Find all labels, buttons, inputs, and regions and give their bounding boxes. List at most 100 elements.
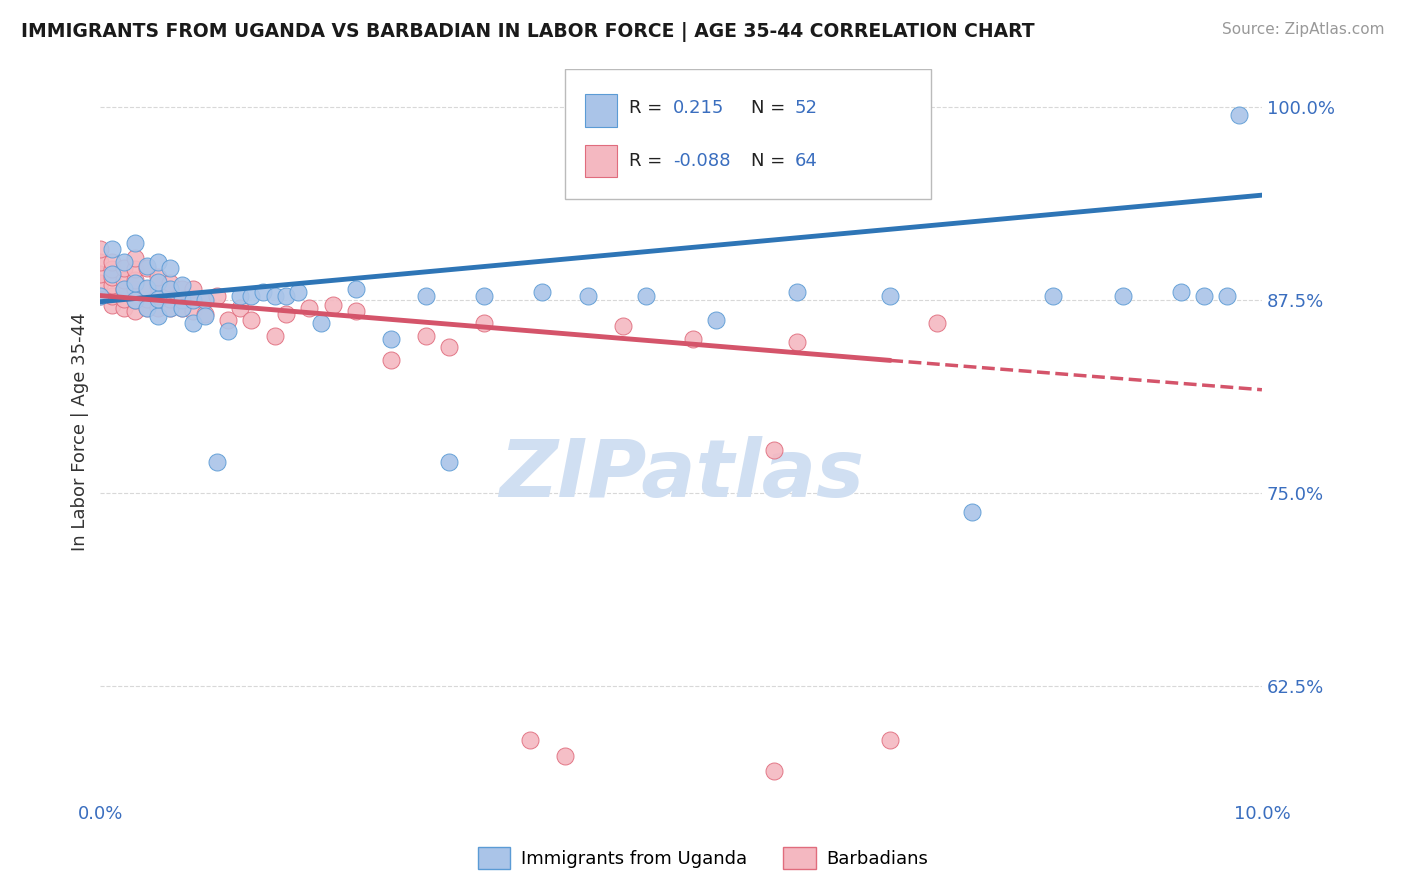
Point <box>229 301 252 315</box>
Point <box>322 298 344 312</box>
Point <box>344 304 367 318</box>
Point <box>112 282 135 296</box>
Point <box>181 292 204 306</box>
Point <box>1170 285 1192 300</box>
Point <box>159 282 181 296</box>
Point <box>1111 288 1133 302</box>
Point <box>636 288 658 302</box>
Point <box>879 288 901 302</box>
Point <box>148 301 170 315</box>
Point <box>89 288 111 302</box>
Point <box>135 292 157 306</box>
Point <box>298 301 321 315</box>
Point <box>612 319 634 334</box>
Point <box>148 275 170 289</box>
Point <box>925 316 948 330</box>
Point <box>217 324 239 338</box>
Point <box>148 309 170 323</box>
Point <box>437 339 460 353</box>
Point <box>135 282 157 296</box>
Text: ZIPatlas: ZIPatlas <box>499 436 863 514</box>
Point <box>472 316 495 330</box>
Point <box>194 293 217 308</box>
Point <box>159 301 181 315</box>
Point <box>276 307 298 321</box>
Point <box>181 316 204 330</box>
Text: Source: ZipAtlas.com: Source: ZipAtlas.com <box>1222 22 1385 37</box>
Point <box>194 309 217 323</box>
Text: N =: N = <box>751 152 790 169</box>
Point <box>252 285 274 300</box>
FancyBboxPatch shape <box>585 145 617 178</box>
Point <box>112 254 135 268</box>
Point <box>159 292 181 306</box>
Point <box>1042 288 1064 302</box>
Point <box>159 282 181 296</box>
Point <box>135 301 157 315</box>
Point <box>763 442 786 457</box>
Point <box>159 260 181 275</box>
Point <box>101 277 124 292</box>
Point <box>170 293 193 308</box>
Point <box>101 242 124 256</box>
Point <box>415 328 437 343</box>
Point <box>148 254 170 268</box>
Point <box>786 334 808 349</box>
Point <box>194 293 217 308</box>
Text: -0.088: -0.088 <box>673 152 731 169</box>
Point <box>960 505 983 519</box>
Point <box>1227 108 1250 122</box>
Point <box>101 288 124 302</box>
Point <box>519 733 541 747</box>
Point <box>112 260 135 275</box>
Point <box>101 262 124 277</box>
Text: 0.215: 0.215 <box>673 99 724 118</box>
Point <box>101 254 124 268</box>
Y-axis label: In Labor Force | Age 35-44: In Labor Force | Age 35-44 <box>72 312 89 550</box>
Point <box>135 260 157 275</box>
Text: 52: 52 <box>794 99 818 118</box>
Point <box>704 313 727 327</box>
Point <box>194 307 217 321</box>
Text: R =: R = <box>628 99 668 118</box>
Point <box>240 288 263 302</box>
Point <box>124 235 146 250</box>
Point <box>554 748 576 763</box>
Point <box>344 282 367 296</box>
Point <box>112 282 135 296</box>
Point <box>380 332 402 346</box>
FancyBboxPatch shape <box>565 69 931 199</box>
FancyBboxPatch shape <box>585 94 617 127</box>
Point <box>124 273 146 287</box>
Point <box>148 288 170 302</box>
Point <box>101 267 124 281</box>
Point <box>148 279 170 293</box>
Point <box>101 270 124 285</box>
Point <box>205 288 228 302</box>
Point <box>530 285 553 300</box>
Point <box>135 301 157 315</box>
Point <box>89 267 111 281</box>
Point <box>135 281 157 295</box>
Point <box>124 262 146 277</box>
Point <box>89 276 111 290</box>
Legend: Immigrants from Uganda, Barbadians: Immigrants from Uganda, Barbadians <box>471 839 935 876</box>
Point <box>263 288 285 302</box>
Point <box>205 455 228 469</box>
Point <box>1216 288 1239 302</box>
Text: 64: 64 <box>794 152 818 169</box>
Point <box>576 288 599 302</box>
Point <box>124 293 146 308</box>
Point <box>112 301 135 315</box>
Point <box>217 313 239 327</box>
Point <box>181 282 204 296</box>
Point <box>786 285 808 300</box>
Point <box>170 277 193 292</box>
Point <box>437 455 460 469</box>
Text: IMMIGRANTS FROM UGANDA VS BARBADIAN IN LABOR FORCE | AGE 35-44 CORRELATION CHART: IMMIGRANTS FROM UGANDA VS BARBADIAN IN L… <box>21 22 1035 42</box>
Point <box>124 276 146 290</box>
Point <box>1192 288 1215 302</box>
Point <box>89 288 111 302</box>
Point <box>240 313 263 327</box>
Point <box>415 288 437 302</box>
